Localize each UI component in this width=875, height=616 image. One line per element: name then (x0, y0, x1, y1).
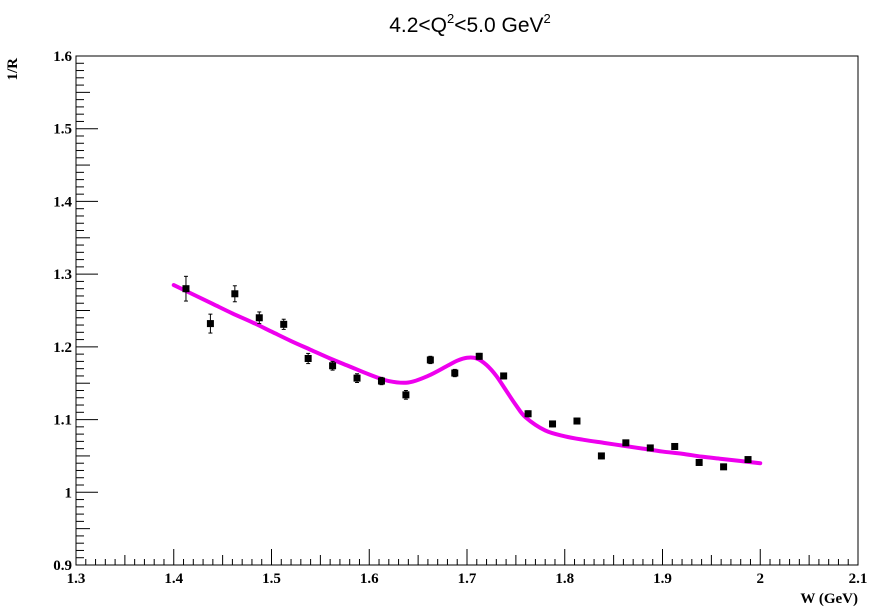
x-tick-label: 1.5 (262, 571, 281, 587)
point-marker (622, 439, 630, 447)
data-point (646, 444, 654, 452)
data-point (597, 452, 605, 460)
data-point (206, 313, 214, 334)
x-tick-label: 2.1 (849, 571, 868, 587)
point-marker (646, 444, 654, 452)
x-axis-ticks (75, 549, 859, 565)
data-point (426, 355, 434, 365)
data-points-layer (182, 275, 752, 471)
x-tick-label: 1.8 (555, 571, 574, 587)
point-marker (451, 369, 459, 377)
point-marker (573, 417, 581, 425)
point-marker (402, 391, 410, 399)
point-marker (426, 356, 434, 364)
point-marker (695, 458, 703, 466)
title-middle: <5.0 GeV (454, 14, 543, 37)
x-tick-label: 1.7 (458, 571, 477, 587)
data-point (475, 352, 483, 360)
data-point (573, 417, 581, 425)
y-tick-label: 1.5 (53, 122, 72, 138)
point-marker (182, 285, 190, 293)
title-sup2: 2 (544, 11, 551, 26)
data-point (231, 285, 239, 303)
data-point (182, 275, 190, 302)
x-tick-label: 1.3 (67, 571, 86, 587)
data-point (500, 372, 508, 380)
data-point (524, 410, 532, 418)
y-tick-label: 1 (65, 485, 73, 501)
point-marker (231, 290, 239, 298)
y-axis-ticks (76, 55, 98, 566)
fit-curve-layer (171, 283, 763, 466)
point-marker (524, 410, 532, 418)
point-marker (206, 320, 214, 328)
data-point (695, 458, 703, 466)
y-tick-label: 1.3 (53, 267, 72, 283)
data-point (353, 373, 361, 383)
point-marker (720, 463, 728, 471)
x-axis-tick-labels: 1.3 1.4 1.5 1.6 1.7 1.8 1.9 2 2.1 (67, 571, 868, 587)
data-point (255, 311, 263, 325)
point-marker (377, 377, 385, 385)
y-tick-label: 1.6 (53, 49, 72, 65)
data-point (280, 318, 288, 330)
point-marker (304, 354, 312, 362)
point-marker (597, 452, 605, 460)
x-tick-label: 1.9 (653, 571, 672, 587)
point-marker (549, 420, 557, 428)
x-tick-label: 2 (757, 571, 765, 587)
data-point (622, 439, 630, 447)
data-point (549, 420, 557, 428)
title-sup1: 2 (447, 11, 454, 26)
x-tick-label: 1.4 (164, 571, 183, 587)
y-axis-label: 1/R (5, 58, 21, 81)
point-marker (671, 442, 679, 450)
data-point (377, 376, 385, 386)
point-marker (280, 320, 288, 328)
plot-frame (75, 55, 859, 566)
data-point (451, 368, 459, 378)
y-tick-label: 1.4 (53, 194, 72, 210)
y-axis-tick-labels: 0.9 1 1.1 1.2 1.3 1.4 1.5 1.6 (53, 49, 72, 574)
x-tick-label: 1.6 (360, 571, 379, 587)
chart-title: 4.2<Q2<5.0 GeV2 (389, 11, 551, 37)
point-marker (353, 374, 361, 382)
title-prefix: 4.2<Q (389, 14, 447, 37)
data-point (744, 456, 752, 464)
y-tick-label: 1.2 (53, 340, 72, 356)
point-marker (744, 456, 752, 464)
point-marker (329, 362, 337, 370)
point-marker (500, 372, 508, 380)
data-point (329, 360, 337, 371)
y-tick-label: 1.1 (53, 413, 72, 429)
point-marker (475, 352, 483, 360)
data-point (304, 352, 312, 365)
data-point (720, 463, 728, 471)
data-point (671, 442, 679, 450)
x-axis-label: W (GeV) (800, 591, 858, 607)
fit-curve (171, 283, 763, 466)
point-marker (255, 314, 263, 322)
y-tick-label: 0.9 (53, 558, 72, 574)
data-point (402, 389, 410, 400)
